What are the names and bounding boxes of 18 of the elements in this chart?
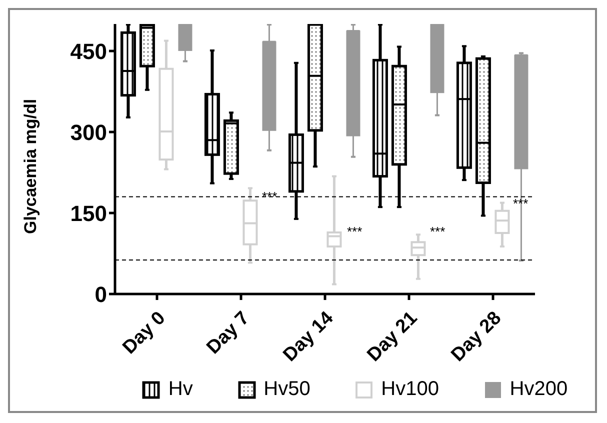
legend-label: Hv (168, 378, 193, 401)
legend-label: Hv200 (510, 378, 568, 401)
annotation: *** (347, 224, 362, 239)
y-tick-label: 150 (70, 200, 107, 226)
annotation: *** (513, 196, 528, 211)
x-tick-label: Day 28 (447, 308, 506, 366)
y-tick-label: 0 (94, 282, 107, 307)
x-tick-label: Day 7 (202, 308, 254, 358)
annotation: *** (262, 189, 278, 204)
x-tick-label: Day 14 (279, 307, 338, 366)
annotation: *** (430, 224, 446, 239)
x-tick-label: Day 21 (363, 307, 422, 366)
x-tick-label: Day 0 (118, 308, 170, 358)
y-tick-label: 450 (70, 38, 107, 64)
y-axis-title: Glycaemia mg/dl (21, 98, 40, 234)
legend-label: Hv50 (264, 378, 310, 401)
legend-label: Hv100 (381, 378, 439, 401)
y-tick-label: 300 (70, 120, 107, 145)
